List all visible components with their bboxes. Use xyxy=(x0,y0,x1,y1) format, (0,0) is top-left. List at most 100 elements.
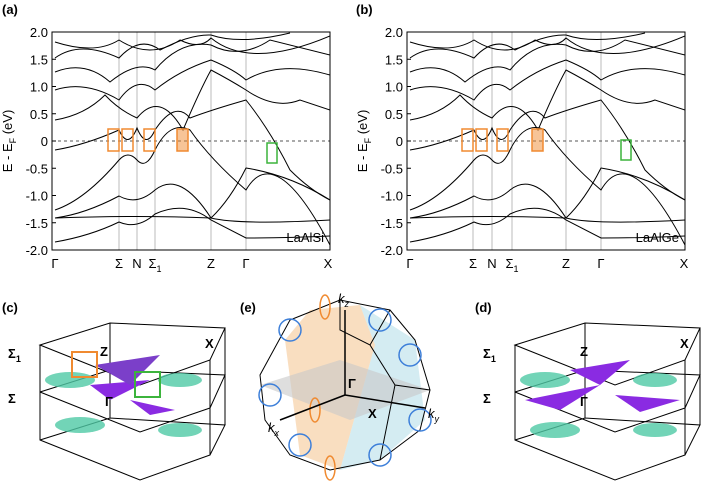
bands xyxy=(54,32,330,246)
point-label: Z xyxy=(100,344,108,359)
panel-label: (d) xyxy=(475,300,492,315)
y-tick-label: 1.0 xyxy=(385,80,403,95)
point-label: X xyxy=(368,406,377,421)
highlight-box xyxy=(121,128,134,152)
panel-label: (e) xyxy=(240,300,256,315)
point-label-main: Γ xyxy=(348,376,356,391)
point-label: Σ1 xyxy=(8,346,21,364)
k-point-label: Z xyxy=(207,256,215,271)
point-label: Σ xyxy=(483,391,491,406)
y-axis-label-main: E - E xyxy=(0,143,15,172)
y-tick-label: -0.5 xyxy=(26,161,48,176)
y-tick-label: 0.5 xyxy=(385,107,403,122)
y-tick-label: -1.5 xyxy=(26,216,48,231)
point-label-main: X xyxy=(368,406,377,421)
panel-label: (c) xyxy=(2,300,18,315)
axis-label: kz xyxy=(338,291,350,309)
bands xyxy=(409,32,685,246)
band-lines xyxy=(54,32,330,246)
point-label: X xyxy=(205,336,214,351)
highlight-box xyxy=(266,142,278,164)
y-tick-label: 1.5 xyxy=(30,52,48,67)
k-point-label: Σ xyxy=(115,256,123,271)
highlight-box xyxy=(143,128,156,152)
y-tick-label: -2.0 xyxy=(381,243,403,258)
k-point-label: X xyxy=(324,256,333,271)
axis-label-sub: z xyxy=(344,299,350,309)
k-point-label-main: Σ xyxy=(148,256,156,271)
k-point-label: X xyxy=(680,256,689,271)
k-point-label: Γ xyxy=(597,256,604,271)
y-tick-label: -0.5 xyxy=(381,161,403,176)
highlight-box xyxy=(620,139,632,161)
y-axis-label: E - EF (eV) xyxy=(355,110,373,173)
point-label-main: Σ xyxy=(8,391,16,406)
y-tick-label: 2.0 xyxy=(30,25,48,40)
point-label: Γ xyxy=(580,394,588,409)
point-label-main: Σ xyxy=(8,346,16,361)
point-label-main: X xyxy=(205,336,214,351)
fermi-surface: (c) Σ1 ZXΣ Γ xyxy=(2,300,226,481)
k-point-label: Γ xyxy=(242,256,249,271)
axis-label-main: k xyxy=(268,420,276,435)
fermi-surface: (d) Σ1 ZXΣ Γ xyxy=(475,300,701,481)
y-axis-label-unit: (eV) xyxy=(355,110,370,138)
highlight-box xyxy=(531,128,544,152)
y-tick-label: 0 xyxy=(41,134,48,149)
k-point-label-main: Σ xyxy=(505,256,513,271)
k-point-label: Σ xyxy=(469,256,477,271)
k-point-label-main: Σ xyxy=(115,256,123,271)
y-tick-label: 1.0 xyxy=(30,80,48,95)
k-point-label: Σ1 xyxy=(148,256,161,274)
k-point-label: N xyxy=(132,256,141,271)
point-label-main: Σ xyxy=(483,346,491,361)
y-axis-label-sub: F xyxy=(363,137,373,143)
point-label-main: X xyxy=(680,336,689,351)
y-axis-label: E - EF (eV) xyxy=(0,110,18,173)
highlight-box xyxy=(176,128,189,152)
band-lines xyxy=(409,32,685,246)
k-point-label-main: Γ xyxy=(406,256,413,271)
panel-label: (b) xyxy=(356,2,373,17)
highlight-box xyxy=(107,128,120,152)
k-point-label-main: X xyxy=(324,256,333,271)
point-label: Z xyxy=(580,344,588,359)
point-label-main: Z xyxy=(580,344,588,359)
k-point-label-main: Γ xyxy=(597,256,604,271)
y-tick-label: 1.5 xyxy=(385,52,403,67)
point-label: X xyxy=(680,336,689,351)
point-label-sub: 1 xyxy=(16,354,21,364)
material-label: LaAlSi xyxy=(286,230,324,245)
k-point-label-main: N xyxy=(487,256,496,271)
axis-label: kx xyxy=(268,420,280,438)
panel-label: (a) xyxy=(2,2,18,17)
point-label: Γ xyxy=(105,394,113,409)
axis-label-main: k xyxy=(428,406,436,421)
y-tick-label: -1.5 xyxy=(381,216,403,231)
point-label: Γ xyxy=(348,376,356,391)
point-label-main: Z xyxy=(100,344,108,359)
y-tick-label: 0.5 xyxy=(30,107,48,122)
band-plot: 2.0 1.5 1.0 0.5 0 -0.5 -1.0 -1.5 -2.0 E - EF (eV)… xyxy=(355,25,689,274)
k-point-label-main: Z xyxy=(207,256,215,271)
point-label-main: Γ xyxy=(105,394,113,409)
y-tick-label: 0 xyxy=(396,134,403,149)
k-point-label-main: Σ xyxy=(469,256,477,271)
highlight-box xyxy=(496,128,509,152)
k-point-label-main: Γ xyxy=(242,256,249,271)
band-plot: 2.0 1.5 1.0 0.5 0 -0.5 -1.0 -1.5 -2.0 E - EF (eV)… xyxy=(0,25,333,274)
point-label-main: Σ xyxy=(483,391,491,406)
axis-label-sub: x xyxy=(274,428,280,438)
y-tick-label: -1.0 xyxy=(381,189,403,204)
highlight-box xyxy=(475,128,488,152)
y-tick-label: -1.0 xyxy=(26,189,48,204)
k-point-label-main: Z xyxy=(562,256,570,271)
y-axis-label-sub: F xyxy=(8,137,18,143)
y-axis-label-unit: (eV) xyxy=(0,110,15,138)
axis-label-main: k xyxy=(338,291,346,306)
highlight-box xyxy=(461,128,474,152)
k-point-label-main: Γ xyxy=(51,256,58,271)
y-tick-label: 2.0 xyxy=(385,25,403,40)
point-label-sub: 1 xyxy=(491,354,496,364)
